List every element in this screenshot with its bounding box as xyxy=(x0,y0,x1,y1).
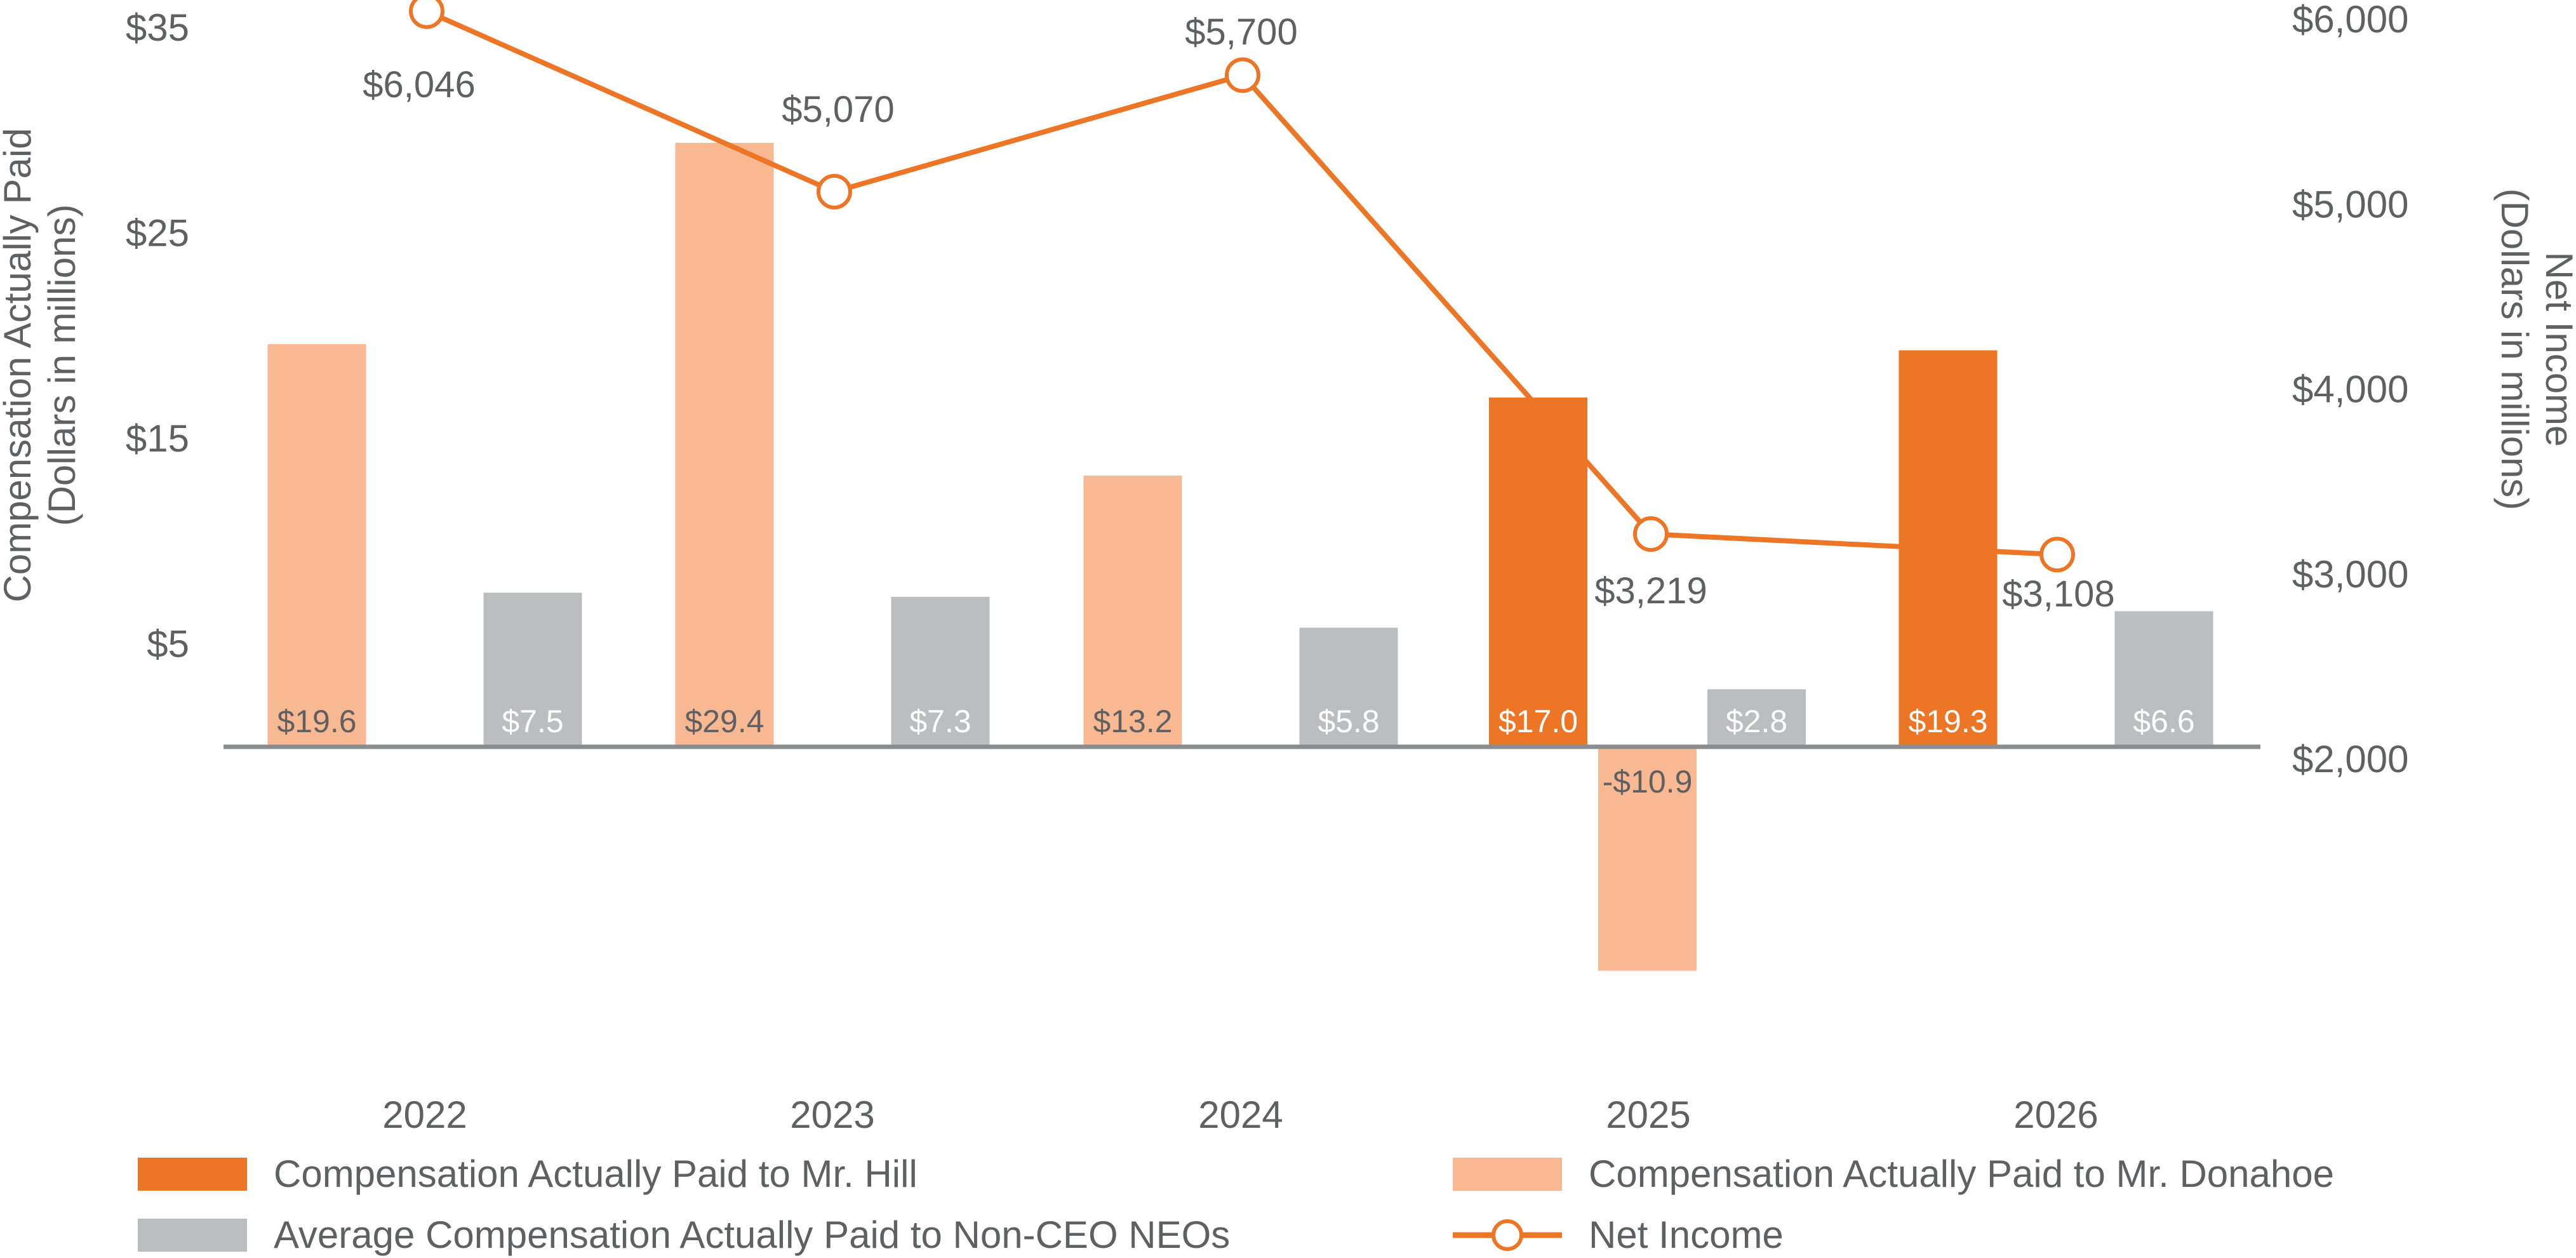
y-axis-title-left: Compensation Actually Paid(Dollars in mi… xyxy=(0,128,83,602)
bar-neos-2023 xyxy=(891,596,990,747)
legend-swatch-donahoe xyxy=(1453,1157,1562,1191)
y-tick-left-3: $5 xyxy=(147,622,189,665)
y-tick-left-1: $25 xyxy=(126,211,189,254)
bar-label-donahoe-2023: $29.4 xyxy=(684,704,764,739)
legend-item-hill: Compensation Actually Paid to Mr. Hill xyxy=(138,1152,918,1196)
net-income-point-2025 xyxy=(1633,516,1669,552)
bar-label-neos-2024: $5.8 xyxy=(1318,704,1379,739)
legend-swatch-hill xyxy=(138,1157,247,1191)
y-tick-left-2: $15 xyxy=(126,417,189,460)
x-tick-2023: 2023 xyxy=(790,1094,874,1136)
net-income-label-2023: $5,070 xyxy=(782,89,894,130)
y-axis-title-left-line: (Dollars in millions) xyxy=(41,204,83,526)
net-income-label-2022: $6,046 xyxy=(363,64,475,105)
y-axis-title-right: Net Income(Dollars in millions) xyxy=(2493,189,2576,511)
net-income-point-2026 xyxy=(2039,537,2075,573)
bar-donahoe-2022 xyxy=(267,344,366,747)
net-income-point-2024 xyxy=(1225,57,1260,93)
bar-hill-2025 xyxy=(1489,398,1587,747)
bar-donahoe-2025 xyxy=(1598,747,1697,971)
y-axis-title-right-line: Net Income xyxy=(2538,252,2576,447)
bar-neos-2024 xyxy=(1299,627,1398,747)
y-axis-title-left-line: Compensation Actually Paid xyxy=(0,128,39,602)
x-tick-2022: 2022 xyxy=(382,1094,467,1136)
bar-label-neos-2025: $2.8 xyxy=(1726,704,1787,739)
legend-swatch-neos xyxy=(138,1218,247,1252)
legend-label-neos: Average Compensation Actually Paid to No… xyxy=(274,1214,1231,1256)
legend-item-neos: Average Compensation Actually Paid to No… xyxy=(138,1213,1230,1257)
y-axis-title-right-line: (Dollars in millions) xyxy=(2493,189,2536,511)
y-tick-right-4: $2,000 xyxy=(2292,738,2409,780)
bar-label-donahoe-2022: $19.6 xyxy=(277,704,356,739)
x-tick-2025: 2025 xyxy=(1606,1094,1690,1136)
legend-item-donahoe: Compensation Actually Paid to Mr. Donaho… xyxy=(1453,1152,2334,1196)
x-tick-2024: 2024 xyxy=(1198,1094,1283,1136)
net-income-point-2022 xyxy=(409,0,444,29)
bar-label-hill-2026: $19.3 xyxy=(1908,704,1987,739)
x-tick-2026: 2026 xyxy=(2013,1094,2098,1136)
net-income-label-2026: $3,108 xyxy=(2002,573,2114,615)
bar-label-hill-2025: $17.0 xyxy=(1498,704,1578,739)
bar-neos-2022 xyxy=(483,592,582,747)
bar-neos-2025 xyxy=(1707,689,1806,747)
legend-item-net-income: Net Income xyxy=(1453,1213,1784,1257)
y-tick-right-3: $3,000 xyxy=(2292,553,2409,596)
bar-label-donahoe-2024: $13.2 xyxy=(1093,704,1172,739)
legend-label-net-income: Net Income xyxy=(1589,1214,1784,1256)
bar-donahoe-2024 xyxy=(1083,475,1182,747)
legend-swatch-net-income xyxy=(1453,1219,1562,1251)
legend-label-hill: Compensation Actually Paid to Mr. Hill xyxy=(274,1153,918,1195)
bar-label-neos-2022: $7.5 xyxy=(502,704,563,739)
y-tick-right-2: $4,000 xyxy=(2292,368,2409,411)
legend-label-donahoe: Compensation Actually Paid to Mr. Donaho… xyxy=(1589,1153,2335,1195)
bar-neos-2026 xyxy=(2114,611,2213,747)
bar-donahoe-2023 xyxy=(675,142,774,747)
y-tick-right-0: $6,000 xyxy=(2292,0,2409,41)
net-income-label-2025: $3,219 xyxy=(1594,570,1707,612)
y-tick-left-0: $35 xyxy=(126,6,189,49)
net-income-label-2024: $5,700 xyxy=(1185,11,1297,53)
bar-label-neos-2023: $7.3 xyxy=(909,704,971,739)
net-income-point-2023 xyxy=(817,173,852,210)
bar-label-neos-2026: $6.6 xyxy=(2133,704,2194,739)
bar-label-donahoe-2025: -$10.9 xyxy=(1603,764,1693,800)
y-tick-right-1: $5,000 xyxy=(2292,183,2409,225)
